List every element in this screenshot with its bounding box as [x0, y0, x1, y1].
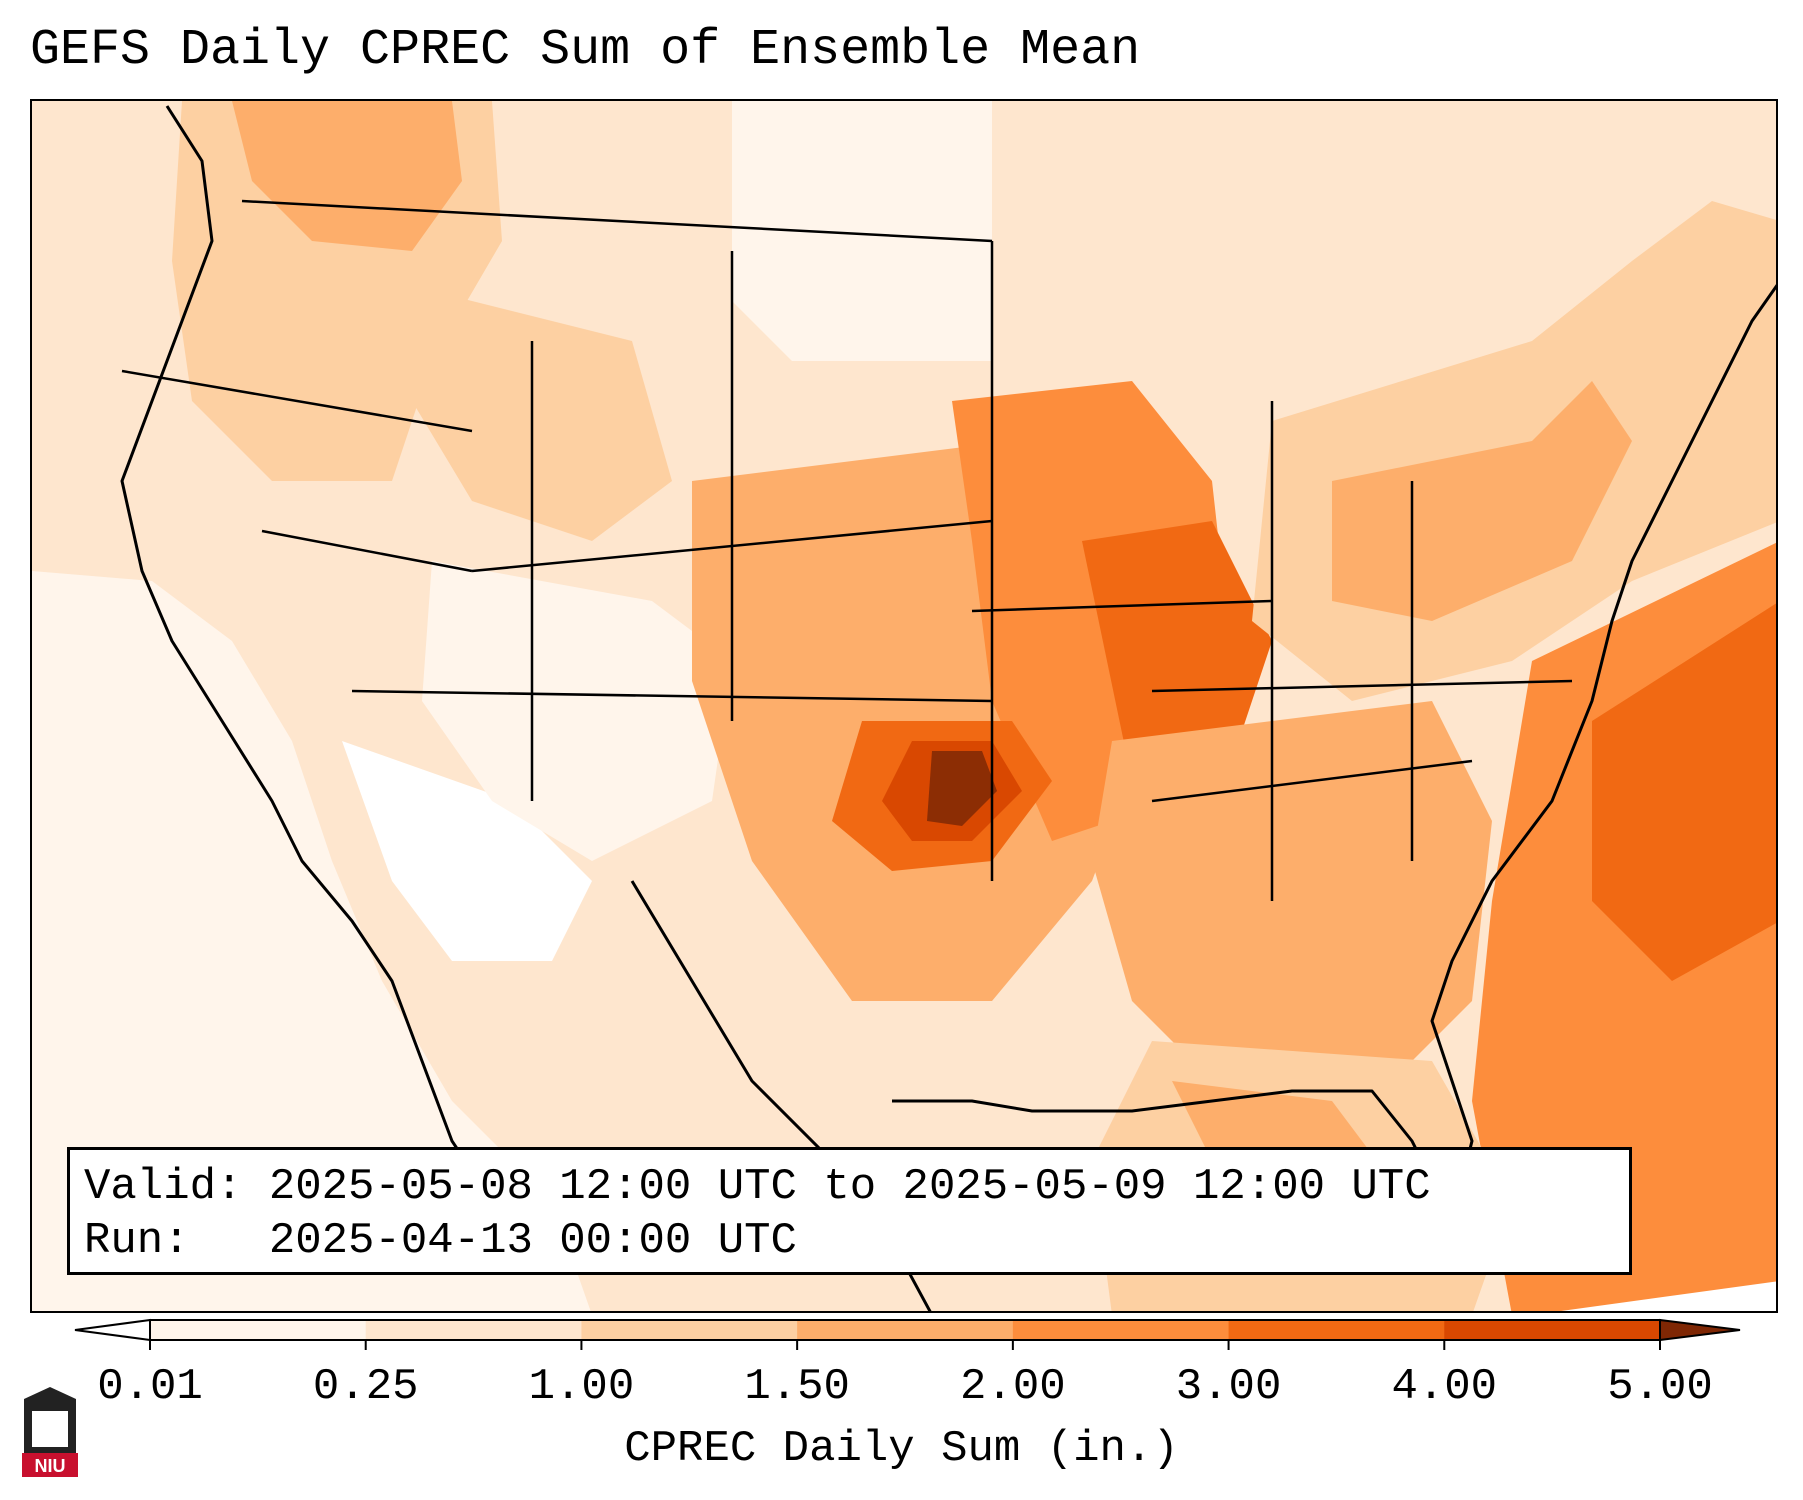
- niu-logo: NIU: [22, 1387, 78, 1477]
- colorbar-segment: [150, 1320, 367, 1340]
- border-line: [351, 689, 993, 703]
- dry-region-west: [32, 571, 591, 1311]
- precip-map: [32, 101, 1776, 1311]
- colorbar-tick-label: 1.00: [528, 1362, 635, 1412]
- colorbar-segment: [1228, 1320, 1445, 1340]
- projection-edge: [1561, 1281, 1776, 1311]
- precip-northwest-core: [232, 101, 462, 251]
- colorbar-segment: [1012, 1320, 1230, 1340]
- colorbar-tick-label: 3.00: [1175, 1362, 1282, 1412]
- colorbar-tick-label: 0.25: [312, 1362, 419, 1412]
- colorbar-segment: [1444, 1320, 1661, 1340]
- state-borders: [121, 199, 1573, 901]
- gulf-coastline: [892, 1089, 1454, 1222]
- border-line: [1151, 679, 1573, 693]
- dry-region-southwest: [422, 561, 732, 861]
- colorbar-under-arrow: [74, 1318, 151, 1342]
- colorbar-outline: [149, 1319, 1661, 1341]
- colorbar-tick-label: 0.01: [97, 1362, 203, 1412]
- colorbar-tick-label: 1.50: [744, 1362, 850, 1412]
- west-coastline: [120, 105, 494, 1202]
- colorbar-tick-label: 5.00: [1607, 1362, 1713, 1412]
- precip-southeast: [1092, 701, 1492, 1101]
- colorbar-tick-label: 4.00: [1391, 1362, 1498, 1412]
- precip-oklahoma-max: [927, 751, 997, 826]
- colorbar-title: CPREC Daily Sum (in.): [624, 1424, 1179, 1474]
- border-line: [241, 199, 993, 243]
- map-area: [30, 99, 1778, 1313]
- logo-text: NIU: [35, 1456, 66, 1476]
- atlantic-coastline: [1430, 284, 1776, 1222]
- border-line: [261, 529, 473, 573]
- dry-region-mexico: [342, 741, 592, 961]
- colorbar-segment: [365, 1320, 582, 1340]
- run-time-text: Run: 2025-04-13 00:00 UTC: [84, 1216, 797, 1266]
- valid-time-text: Valid: 2025-05-08 12:00 UTC to 2025-05-0…: [84, 1162, 1431, 1212]
- dry-region-northern-plains: [732, 101, 992, 361]
- valid-run-info-box: Valid: 2025-05-08 12:00 UTC to 2025-05-0…: [67, 1147, 1632, 1275]
- border-line: [971, 599, 1273, 613]
- logo-banner-icon: [22, 1453, 78, 1477]
- colorbar-segment: [797, 1320, 1014, 1340]
- logo-window-icon: [32, 1411, 68, 1447]
- border-line: [1151, 759, 1473, 803]
- colorbar-segment: [581, 1320, 798, 1340]
- border-line: [121, 369, 473, 433]
- colorbar: [74, 1318, 1741, 1350]
- precip-atlantic-core: [1592, 603, 1776, 981]
- precip-midwest-core: [1082, 521, 1272, 781]
- colorbar-over-arrow: [1659, 1318, 1741, 1342]
- colorbar-tick-label: 2.00: [960, 1362, 1066, 1412]
- map-title: GEFS Daily CPREC Sum of Ensemble Mean: [30, 22, 1141, 79]
- precip-appalachians: [1332, 381, 1632, 621]
